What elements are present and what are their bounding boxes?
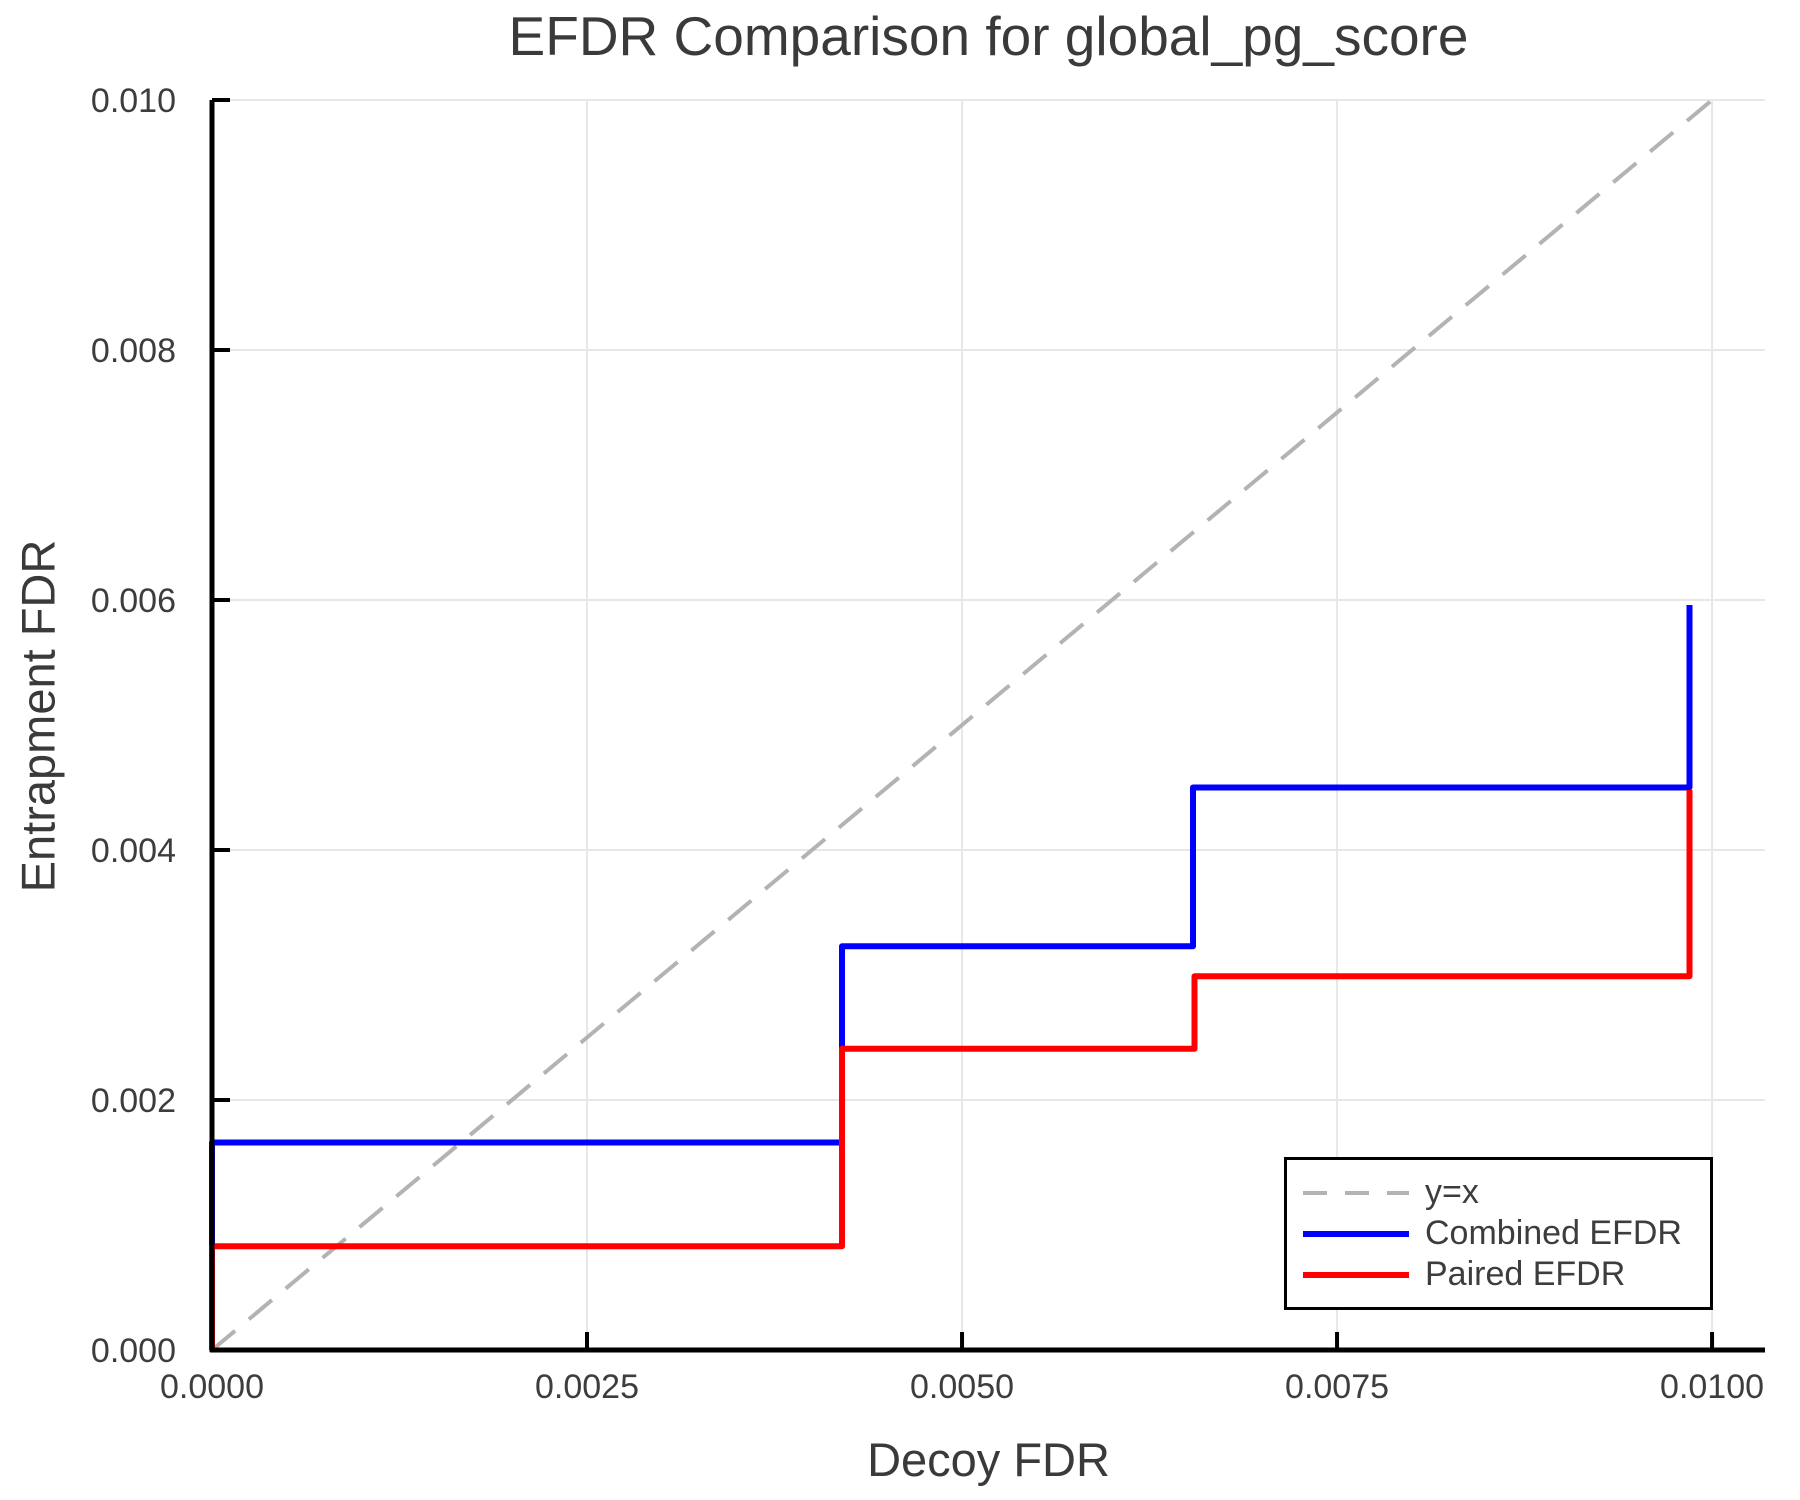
legend-combined-line-sample: [1303, 1230, 1409, 1237]
legend-item-label: Combined EFDR: [1425, 1214, 1682, 1252]
x-axis-label: Decoy FDR: [867, 1433, 1110, 1486]
legend-item-label: Paired EFDR: [1425, 1255, 1626, 1293]
y-tick-label: 0.010: [91, 82, 176, 120]
series-line-paired-efdr: [209, 790, 1693, 1350]
chart-title: EFDR Comparison for global_pg_score: [508, 5, 1469, 67]
legend-paired-line-sample: [1303, 1271, 1409, 1278]
y-tick-label: 0.000: [91, 1332, 176, 1370]
legend-item: y=x: [1303, 1172, 1710, 1213]
y-tick-label: 0.002: [91, 1082, 176, 1120]
y-axis-label: Entrapment FDR: [11, 539, 65, 893]
identity-reference-line: [210, 98, 1714, 1352]
y-tick-label: 0.004: [91, 832, 176, 870]
series-line-combined-efdr: [209, 605, 1693, 1350]
x-tick-label: 0.0000: [160, 1368, 264, 1406]
x-tick-label: 0.0050: [910, 1368, 1014, 1406]
legend-item: Combined EFDR: [1303, 1213, 1710, 1254]
y-tick-label: 0.006: [91, 582, 176, 620]
x-tick-label: 0.0100: [1660, 1368, 1764, 1406]
legend-box: y=x Combined EFDR Paired EFDR: [1284, 1157, 1713, 1310]
legend-dashed-line-sample: [1303, 1190, 1409, 1195]
x-tick-label: 0.0025: [535, 1368, 639, 1406]
x-tick-label: 0.0075: [1285, 1368, 1389, 1406]
legend-item-label: y=x: [1425, 1173, 1479, 1211]
legend-item: Paired EFDR: [1303, 1254, 1710, 1295]
y-tick-label: 0.008: [91, 332, 176, 370]
